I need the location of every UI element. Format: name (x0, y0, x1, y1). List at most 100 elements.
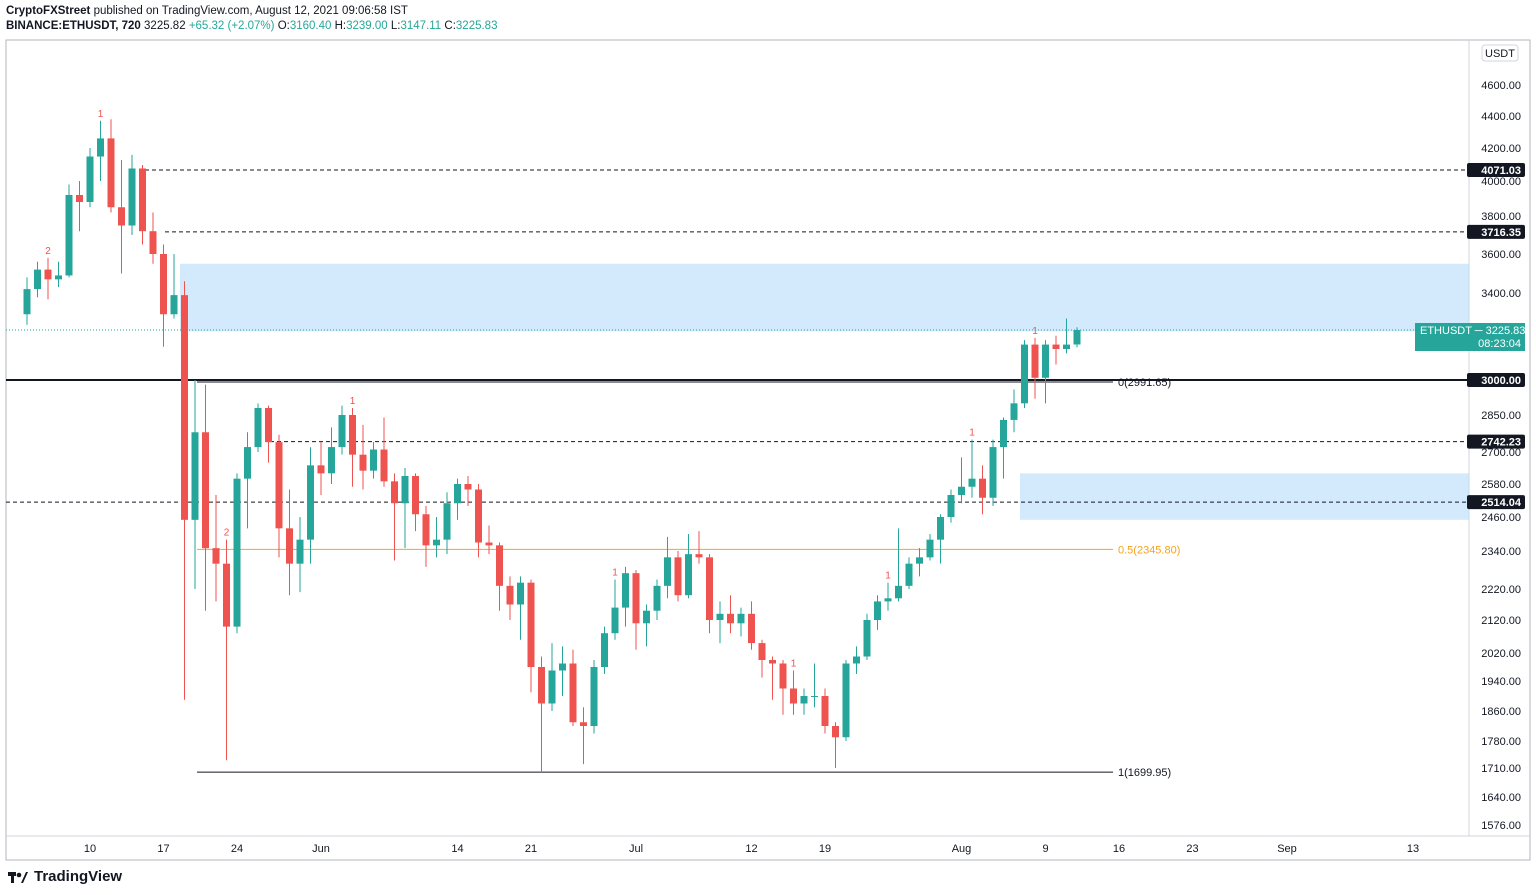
candle-body (223, 563, 230, 627)
candle (359, 424, 367, 490)
candle (1000, 417, 1007, 479)
candle-body (391, 481, 398, 504)
candle (674, 551, 682, 602)
candle (244, 432, 251, 529)
price-level-value: 2514.04 (1481, 497, 1522, 509)
y-tick-label: 2700.00 (1481, 447, 1521, 459)
candle (254, 403, 262, 452)
y-tick-label: 2850.00 (1481, 410, 1521, 422)
candle (611, 579, 619, 640)
x-axis[interactable]: 10 17 24 Jun 14 21 Jul 12 19 Aug 9 16 23 Sep 13 (84, 843, 1419, 855)
candle-body (496, 545, 503, 586)
candle (401, 468, 409, 549)
candle (233, 473, 241, 634)
x-tick-label: 16 (1113, 843, 1125, 855)
candle (317, 442, 325, 495)
candle (853, 646, 860, 674)
y-tick-label: 3600.00 (1481, 249, 1521, 261)
candle (632, 570, 640, 650)
x-tick-label: Jun (312, 843, 330, 855)
candle (223, 539, 230, 761)
candle-body (926, 539, 934, 558)
candle (97, 120, 104, 181)
fib-level-label: 0(2991.65) (1118, 377, 1171, 389)
candle (349, 408, 356, 487)
candle (517, 576, 524, 640)
open-value: 3160.40 (289, 20, 332, 32)
candle (790, 670, 797, 715)
published-text: published on TradingView.com, August 12,… (93, 5, 408, 17)
candle-body (233, 478, 241, 627)
candle (275, 434, 283, 558)
candle (769, 656, 776, 700)
candle (979, 465, 986, 515)
publish-info: CryptoFXStreet published on TradingView.… (6, 5, 408, 17)
y-tick-label: 3400.00 (1481, 288, 1521, 300)
candle-body (485, 542, 493, 546)
tradingview-brand: TradingView (34, 868, 123, 885)
tradingview-logo-icon (8, 871, 28, 883)
candle-body (475, 489, 482, 543)
x-tick-label: Jul (629, 843, 643, 855)
candle-body (569, 663, 577, 723)
candle (1031, 337, 1039, 399)
low-label: L: (390, 20, 401, 32)
candle-body (790, 688, 797, 704)
candle (538, 656, 545, 773)
candle-body (128, 168, 136, 226)
candle (380, 417, 388, 487)
candle-body (559, 663, 566, 671)
candle (590, 660, 598, 734)
currency-label: USDT (1485, 48, 1515, 60)
candle (118, 159, 125, 274)
td-marker: 1 (612, 568, 618, 579)
candle-body (433, 539, 440, 546)
candle-body (643, 610, 650, 624)
x-tick-label: 9 (1042, 843, 1048, 855)
candle (412, 473, 419, 532)
y-tick-label: 3800.00 (1481, 211, 1521, 223)
candle (916, 548, 923, 577)
candle-body (307, 465, 314, 540)
td-marker: 1 (98, 109, 104, 120)
candle (968, 439, 976, 498)
candle-body (737, 613, 745, 624)
candle-body (611, 607, 619, 634)
fib-level-label: 0.5(2345.80) (1118, 544, 1180, 556)
price-change: +65.32 (+2.07%) (188, 20, 275, 32)
candle-body (727, 613, 734, 624)
candle-body (853, 656, 860, 664)
candle-body (905, 563, 913, 586)
y-tick-label: 2340.00 (1481, 546, 1521, 558)
candle (800, 688, 808, 715)
candle (779, 660, 787, 715)
candle (811, 663, 818, 708)
candle-body (538, 667, 545, 704)
y-tick-label: 2220.00 (1481, 584, 1521, 596)
candle (958, 457, 965, 504)
price-axis-labels: 4071.03 3716.35 3000.00 2742.23 2514.04 ETHUS… (1415, 163, 1525, 510)
candle-body (958, 486, 965, 495)
y-axis[interactable]: 4600.00 4400.00 4200.00 4000.00 3800.00 3600.… (1481, 80, 1521, 832)
candle-body (349, 415, 356, 455)
candle-body (170, 295, 178, 315)
candle-body (338, 415, 346, 448)
candle-body (380, 449, 388, 482)
candle-body (265, 408, 272, 443)
candle (139, 165, 146, 245)
x-tick-label: 12 (745, 843, 757, 855)
candle-body (769, 660, 776, 664)
footer-brand[interactable]: TradingView (8, 868, 122, 885)
publisher-name[interactable]: CryptoFXStreet (6, 5, 91, 17)
candle-body (286, 528, 293, 564)
candle-body (664, 557, 671, 586)
candle-body (296, 539, 304, 564)
currency-badge[interactable]: USDT (1481, 44, 1519, 62)
candle-body (1073, 330, 1081, 345)
candle-body (139, 168, 146, 232)
price-level-tag (1467, 224, 1525, 239)
candle-body (191, 432, 199, 520)
candle-body (895, 585, 902, 599)
td-marker: 2 (45, 246, 51, 257)
